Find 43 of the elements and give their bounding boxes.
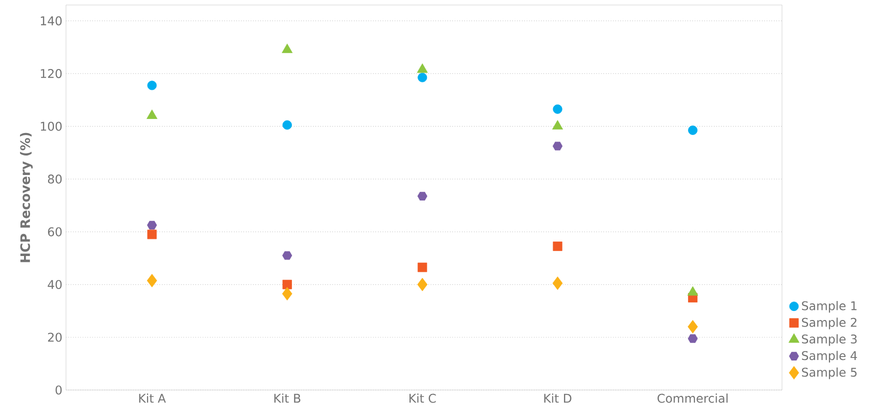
point <box>688 126 698 135</box>
y-tick-label: 20 <box>48 332 62 342</box>
point <box>416 63 428 73</box>
y-tick-label: 60 <box>48 227 62 236</box>
x-tick-label: Kit C <box>410 394 436 403</box>
point <box>418 262 428 272</box>
point <box>147 80 157 90</box>
y-tick-label: 100 <box>40 122 62 131</box>
legend-label: Sample 2 <box>802 318 856 330</box>
y-tick-label: 80 <box>48 174 62 184</box>
legend-label: Sample 4 <box>802 350 857 362</box>
point <box>282 120 292 130</box>
legend-label: Sample 5 <box>802 367 857 380</box>
point <box>552 242 562 251</box>
point <box>282 287 292 300</box>
point <box>282 280 292 290</box>
x-tick-label: Kit D <box>544 394 572 403</box>
point <box>688 320 698 334</box>
y-axis-title: HCP Recovery (%) <box>20 132 33 262</box>
x-tick-label: Kit A <box>139 394 166 403</box>
point <box>147 220 157 230</box>
point <box>418 72 428 82</box>
y-tick-label: 40 <box>48 280 62 290</box>
point <box>552 276 563 290</box>
y-tick-label: 120 <box>40 69 62 78</box>
legend-label: Sample 3 <box>802 334 857 346</box>
point <box>687 286 698 296</box>
point <box>552 104 562 114</box>
point <box>146 274 158 288</box>
point <box>688 334 698 343</box>
x-tick-label: Kit B <box>274 394 300 403</box>
y-tick-label: 140 <box>40 16 62 26</box>
point <box>282 44 293 54</box>
point <box>417 278 428 292</box>
y-tick-label: 0 <box>56 385 62 395</box>
point <box>282 251 292 260</box>
x-tick-label: Commercial <box>658 394 728 403</box>
point <box>146 110 158 119</box>
point <box>552 142 563 150</box>
point <box>147 230 157 240</box>
point <box>417 192 428 200</box>
legend-label: Sample 1 <box>802 301 857 313</box>
point <box>552 120 563 130</box>
